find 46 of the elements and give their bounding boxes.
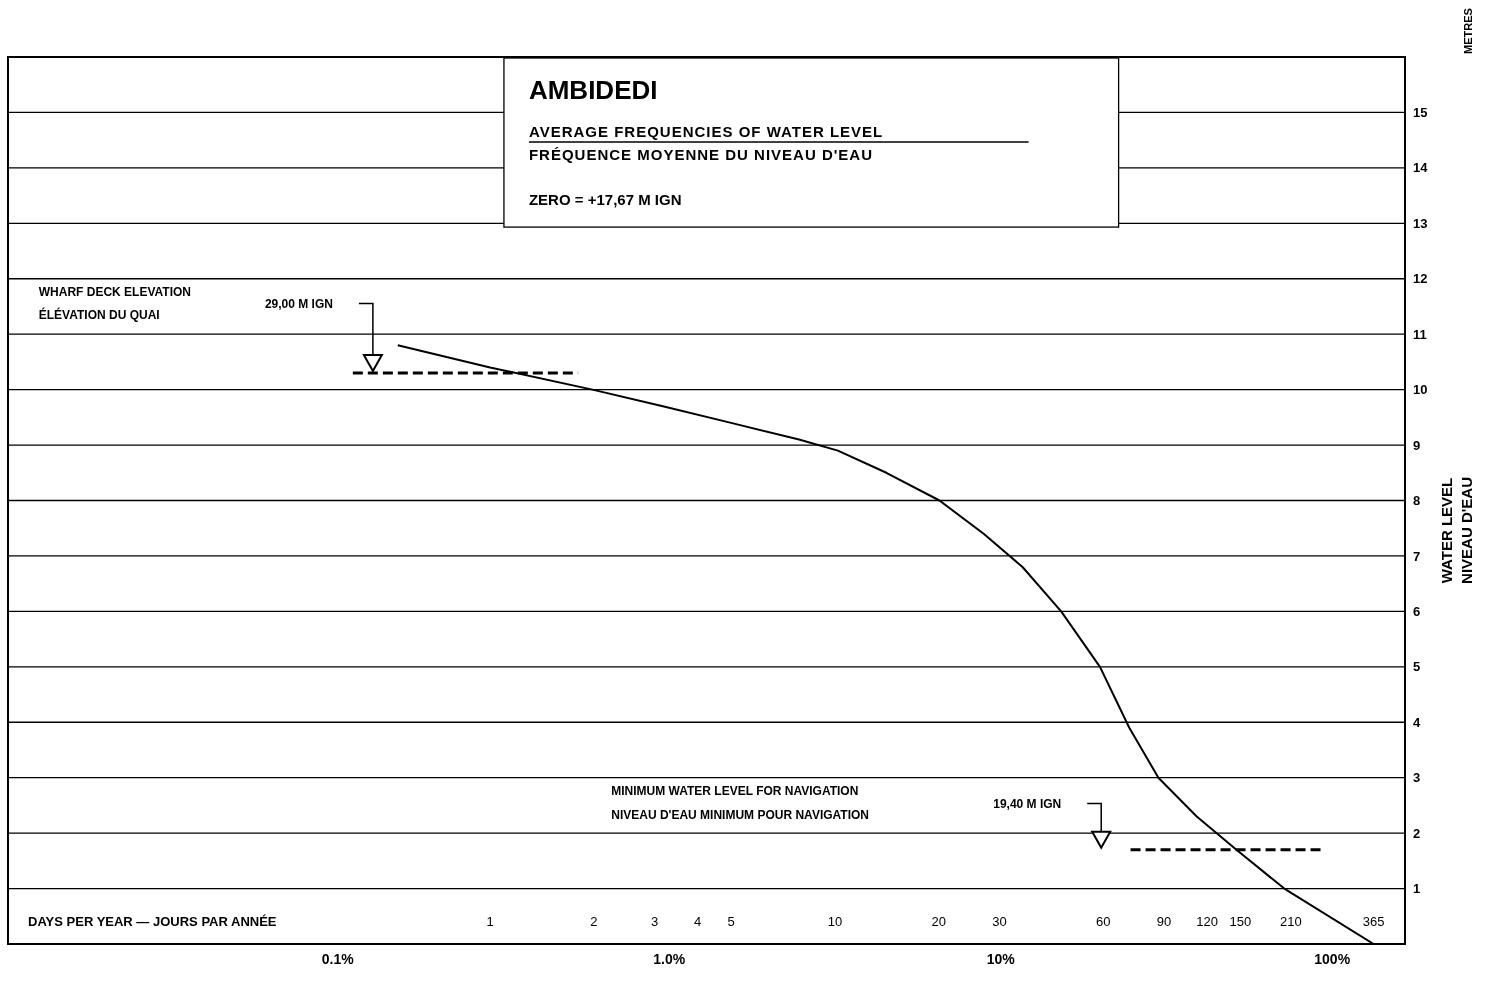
y-tick-label: 4	[1413, 714, 1421, 730]
y-tick-label: 9	[1413, 437, 1421, 453]
x-tick-label: 90	[1156, 914, 1172, 929]
y-tick-label: 7	[1413, 548, 1421, 564]
text: AVERAGE FREQUENCIES OF WATER LEVEL	[528, 123, 884, 140]
y-tick-label: 6	[1413, 603, 1421, 619]
annotation: 19,40 M IGN	[993, 797, 1062, 812]
text: METRES	[1462, 8, 1474, 54]
y-tick-label: 2	[1413, 825, 1421, 841]
x-tick-label: 210	[1280, 914, 1302, 929]
y-tick-label: 8	[1413, 493, 1421, 509]
annotation: MINIMUM WATER LEVEL FOR NAVIGATION	[611, 783, 859, 798]
annotation: ZERO = +17,67 M IGN	[528, 191, 682, 208]
y-tick-label: 13	[1413, 215, 1428, 231]
x-tick-label: 60	[1096, 914, 1111, 929]
annotation: ÉLÉVATION DU QUAI	[38, 307, 160, 323]
y-tick-label: 11	[1413, 326, 1427, 342]
annotation: FRÉQUENCE MOYENNE DU NIVEAU D'EAU	[528, 146, 874, 163]
x-tick-label: 150	[1229, 914, 1252, 929]
annotation: NIVEAU D'EAU MINIMUM POUR NAVIGATION	[611, 808, 869, 823]
y-tick-label: 1	[1413, 881, 1421, 897]
y-axis-title: WATER LEVEL NIVEAU D'EAU	[1438, 477, 1475, 584]
annotation: WHARF DECK ELEVATION	[38, 284, 192, 299]
x-tick-label: 30	[992, 914, 1007, 929]
x-tick-label: 20	[931, 914, 946, 929]
text: 100%	[1314, 951, 1351, 967]
x-tick-label: 4	[694, 914, 702, 929]
x-tick-label: 120	[1196, 914, 1218, 929]
y-tick-label: 14	[1413, 160, 1429, 176]
x-tick-label: 365	[1362, 914, 1385, 929]
x-axis-title: DAYS PER YEAR — JOURS PAR ANNÉE	[28, 914, 277, 929]
text: AMBIDEDI	[528, 75, 658, 105]
y-tick-label: 5	[1413, 659, 1421, 675]
text: 1.0%	[653, 951, 686, 967]
x-tick-label: 10	[827, 914, 843, 929]
text: 0.1%	[321, 951, 355, 967]
x-tick-label: 1	[486, 914, 494, 929]
y-tick-label: 15	[1413, 105, 1428, 121]
text: 10%	[986, 951, 1016, 967]
y-tick-label: 3	[1413, 770, 1421, 786]
x-tick-label: 5	[727, 914, 735, 929]
x-tick-label: 3	[650, 914, 659, 929]
x-tick-label: 2	[590, 914, 598, 929]
y-tick-label: 12	[1413, 271, 1428, 287]
annotation: 29,00 M IGN	[264, 297, 333, 312]
y-tick-label: 10	[1413, 382, 1428, 398]
